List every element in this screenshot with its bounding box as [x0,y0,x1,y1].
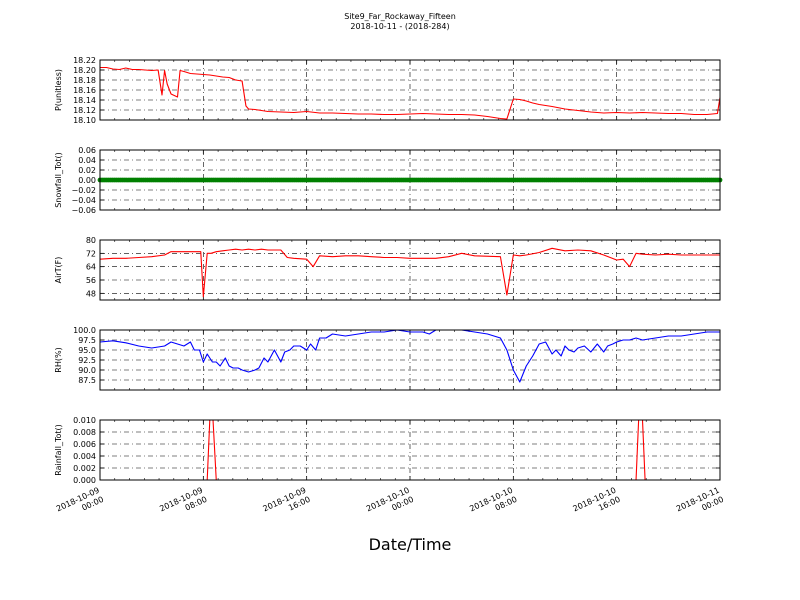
x-tick-label-2: 2018-10-0916:00 [262,486,312,523]
panel-2: −0.06−0.04−0.020.000.020.040.06 Snowfall_… [54,146,723,215]
panel-4-ytick-label-0: 87.5 [78,376,96,385]
panel-5-ylabel: Rainfall_Tot() [54,424,63,476]
panel-2-ytick-label-2: −0.02 [71,186,96,195]
panel-1-ytick-label-4: 18.18 [73,76,96,85]
chart-title-line-1: Site9_Far_Rockaway_Fifteen [344,12,456,21]
panel-1-ytick-label-0: 18.10 [73,116,96,125]
panel-5-ytick-label-4: 0.008 [73,428,96,437]
panel-4-ytick-label-2: 92.5 [78,356,96,365]
panel-5-ytick-label-2: 0.004 [73,452,96,461]
panel-2-ytick-label-0: −0.06 [71,206,96,215]
panel-3-ytick-label-1: 56 [86,276,96,285]
panel-1-ytick-label-6: 18.22 [73,56,96,65]
panel-5: 0.000 0.002 0.004 0.006 0.008 0.010 Rainfall_T… [54,416,721,485]
panel-2-ytick-label-1: −0.04 [71,196,96,205]
panel-1-ytick-label-1: 18.12 [73,106,96,115]
panel-1-ytick-label-5: 18.20 [73,66,96,75]
panel-4-ytick-label-4: 97.5 [78,336,96,345]
panel-1-ylabel: P(unitless) [54,69,63,111]
panel-5-ytick-label-1: 0.002 [73,464,96,473]
panel-3-ytick-label-4: 80 [86,236,96,245]
panel-4-ytick-label-3: 95.0 [78,346,96,355]
panel-1-ytick-label-2: 18.14 [73,96,96,105]
x-axis-label: Date/Time [369,535,452,554]
panel-5-frame [99,419,721,481]
panel-4-ylabel: RH(%) [54,347,63,372]
x-tick-label-1: 2018-10-0908:00 [158,486,208,523]
panel-1-series-line [100,66,721,120]
panel-4-ytick-label-1: 90.0 [78,366,96,375]
panel-2-series-points [97,177,723,183]
panel-2-ytick-label-6: 0.06 [78,146,96,155]
panel-4-frame [99,329,721,391]
panel-3-frame [99,239,721,301]
panel-2-ylabel: Snowfall_Tot() [54,152,63,208]
x-tick-label-3: 2018-10-1000:00 [365,486,415,523]
x-tick-label-0: 2018-10-0900:00 [55,486,105,523]
panel-3-ytick-label-0: 48 [86,289,96,298]
panel-2-frame [99,149,721,211]
panel-2-ytick-label-4: 0.02 [78,166,96,175]
chart-title-line-2: 2018-10-11 - (2018-284) [350,22,449,31]
panel-1-frame [99,59,721,121]
panel-3-ylabel: AirT(F) [54,257,63,284]
panel-4-series-line [99,329,720,383]
panel-3-ytick-label-3: 72 [86,249,96,258]
panel-5-ytick-label-3: 0.006 [73,440,96,449]
panel-2-ytick-label-5: 0.04 [78,156,96,165]
x-tick-label-4: 2018-10-1008:00 [468,486,518,523]
panel-3-series-line [99,247,720,298]
x-tick-labels-group: 2018-10-0900:00 2018-10-0908:00 2018-10-09… [55,486,725,523]
panel-3: 48 56 64 72 80 AirT(F) [54,236,721,301]
panel-5-ytick-label-0: 0.000 [73,476,96,485]
panel-2-ytick-label-3: 0.00 [78,176,96,185]
panel-1-ytick-label-3: 18.16 [73,86,96,95]
x-tick-label-6: 2018-10-1100:00 [675,486,725,523]
panel-3-ytick-label-2: 64 [86,263,96,272]
x-tick-label-5: 2018-10-1016:00 [572,486,622,523]
panel-5-ytick-label-5: 0.010 [73,416,96,425]
panel-4-ytick-label-5: 100.0 [73,326,96,335]
